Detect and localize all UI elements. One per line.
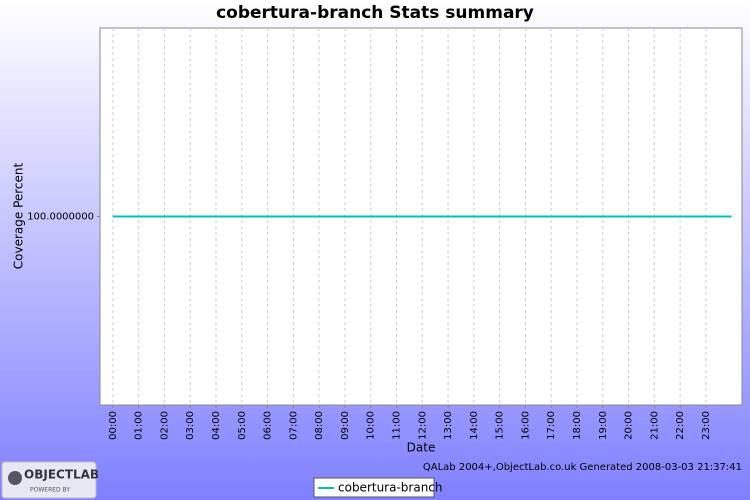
footer: QALab 2004+,ObjectLab.co.uk Generated 20… (423, 462, 742, 473)
logo: OBJECTLAB POWERED BY (1, 461, 99, 499)
logo-name: OBJECTLAB (24, 468, 99, 482)
y-tick-label: 100.0000000 (27, 212, 94, 223)
x-axis-label: Date (407, 441, 436, 455)
x-tick-label: 17:00 (546, 411, 557, 440)
legend-label: cobertura-branch (338, 481, 443, 495)
x-tick-label: 22:00 (675, 411, 686, 440)
x-tick-label: 02:00 (159, 411, 170, 440)
x-tick-label: 20:00 (624, 411, 635, 440)
x-tick-label: 09:00 (340, 411, 351, 440)
x-tick-label: 07:00 (288, 411, 299, 440)
logo-box (1, 461, 97, 499)
x-tick-label: 08:00 (314, 411, 325, 440)
x-tick-label: 01:00 (134, 411, 145, 440)
x-tick-label: 21:00 (649, 411, 660, 440)
chart-title: cobertura-branch Stats summary (216, 3, 534, 23)
y-axis-label: Coverage Percent (12, 162, 26, 269)
x-tick-label: 10:00 (366, 411, 377, 440)
x-tick-label: 19:00 (598, 411, 609, 440)
x-tick-label: 13:00 (443, 411, 454, 440)
x-tick-label: 05:00 (237, 411, 248, 440)
legend (313, 477, 435, 498)
x-tick-label: 03:00 (185, 411, 196, 440)
x-tick-label: 18:00 (572, 411, 583, 440)
x-tick-label: 16:00 (520, 411, 531, 440)
x-tick-label: 14:00 (469, 411, 480, 440)
x-tick-label: 00:00 (108, 411, 119, 440)
logo-tagline: POWERED BY (30, 487, 70, 494)
x-tick-label: 23:00 (701, 411, 712, 440)
x-tick-label: 04:00 (211, 411, 222, 440)
x-tick-label: 12:00 (417, 411, 428, 440)
x-tick-label: 11:00 (392, 411, 403, 440)
x-tick-label: 15:00 (495, 411, 506, 440)
x-tick-label: 06:00 (263, 411, 274, 440)
logo-icon (8, 471, 22, 485)
